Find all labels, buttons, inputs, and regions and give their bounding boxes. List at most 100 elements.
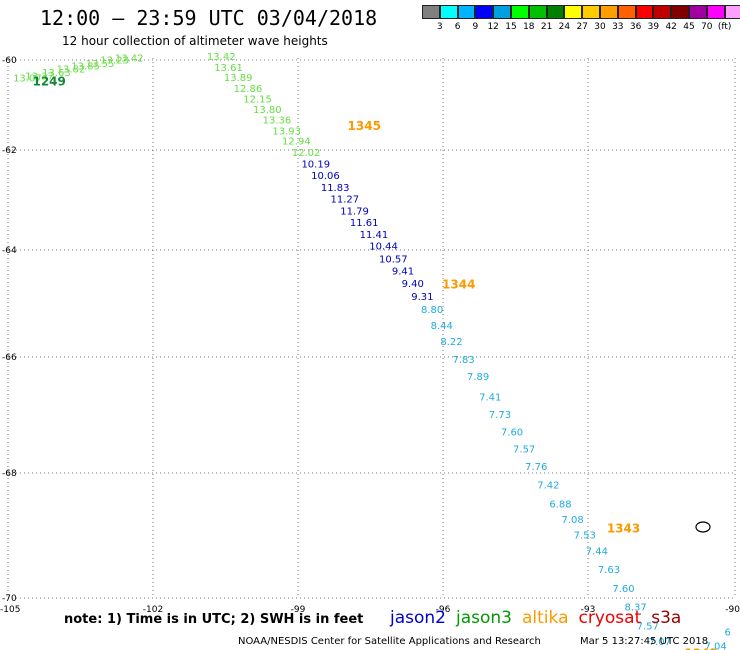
scale-swatch xyxy=(493,5,511,19)
scale-swatch xyxy=(475,5,494,19)
scale-label: 6 xyxy=(454,22,461,32)
scale-swatch xyxy=(546,5,565,19)
legend-jason3: jason3 xyxy=(456,608,512,628)
wave-height-value: 12.02 xyxy=(292,148,321,159)
scale-label: 45 xyxy=(683,22,695,32)
scale-label: 42 xyxy=(665,22,677,32)
wave-height-value: 11.83 xyxy=(321,183,350,194)
wave-height-value: 9.40 xyxy=(402,279,424,290)
scale-label: 9 xyxy=(472,22,479,32)
scale-swatch xyxy=(422,5,440,19)
wave-height-value: 7.63 xyxy=(598,565,620,576)
scale-label: 12 xyxy=(487,22,499,32)
legend-jason2: jason2 xyxy=(390,608,446,628)
lat-tick-label: -64 xyxy=(2,246,17,256)
wave-height-value: 8.80 xyxy=(421,305,443,316)
units-note: note: 1) Time is in UTC; 2) SWH is in fe… xyxy=(64,612,364,627)
pass-number-label: 1342 xyxy=(684,646,717,650)
scale-swatch xyxy=(564,5,583,19)
scale-swatch xyxy=(510,5,529,19)
map-title: 12:00 – 23:59 UTC 03/04/2018 xyxy=(40,6,378,30)
lon-tick-label: -90 xyxy=(725,605,740,615)
legend-cryosat: cryosat xyxy=(578,608,642,628)
wave-height-value: 7.57 xyxy=(637,621,659,632)
lon-tick-label: -102 xyxy=(143,605,163,615)
lon-tick-label: -99 xyxy=(291,605,306,615)
wave-height-value: 7.60 xyxy=(612,584,634,595)
scale-swatch xyxy=(688,5,707,19)
scale-label: 27 xyxy=(576,22,588,32)
wave-height-value: 13.82 xyxy=(57,65,86,76)
wave-height-value: 7.57 xyxy=(513,445,535,456)
wave-height-value: 10.19 xyxy=(301,160,330,171)
wave-height-value: 12.15 xyxy=(243,94,272,105)
wave-height-value: 7.04 xyxy=(704,641,726,650)
map-subtitle: 12 hour collection of altimeter wave hei… xyxy=(62,34,328,48)
credit-text: NOAA/NESDIS Center for Satellite Applica… xyxy=(238,636,541,647)
scale-label: 33 xyxy=(612,22,624,32)
wave-height-value: 13.80 xyxy=(253,105,282,116)
lat-tick-label: -66 xyxy=(2,353,17,363)
scale-label: 21 xyxy=(540,22,553,32)
wave-height-value: 6.88 xyxy=(549,499,571,510)
wave-height-value: 12.86 xyxy=(234,84,263,95)
wave-height-value: 7.08 xyxy=(562,515,584,526)
pass-number-label: 1344 xyxy=(442,278,475,292)
scale-swatch xyxy=(582,5,600,19)
generated-timestamp: Mar 5 13:27:45 UTC 2018 xyxy=(580,636,709,647)
wave-height-value: 7.89 xyxy=(467,372,489,383)
wave-height-value: 8.37 xyxy=(625,603,647,614)
lat-tick-label: -60 xyxy=(2,56,17,66)
wave-height-value: 7.73 xyxy=(489,410,511,421)
wave-height-value: 13.85 xyxy=(71,61,100,72)
wave-height-value: 7.76 xyxy=(525,462,547,473)
wave-height-value: 8.22 xyxy=(440,337,462,348)
wave-height-value: 12.94 xyxy=(282,137,311,148)
wave-height-value: 13.42 xyxy=(207,52,236,63)
legend-altika: altika xyxy=(522,608,569,628)
scale-label: (ft) xyxy=(717,22,732,32)
wave-height-value: 11.61 xyxy=(350,218,379,229)
scale-swatch xyxy=(724,5,740,19)
scale-label: 15 xyxy=(505,22,517,32)
lat-tick-label: -70 xyxy=(2,594,17,604)
wave-height-value: 13.55 xyxy=(86,59,115,70)
scale-swatch xyxy=(671,5,689,19)
lat-tick-label: -62 xyxy=(2,146,17,156)
wave-height-value: 11.79 xyxy=(340,207,369,218)
wave-height-value: 10.57 xyxy=(379,254,408,265)
wave-height-value: 11.41 xyxy=(360,230,389,241)
wave-height-value: 10.44 xyxy=(369,242,398,253)
lon-tick-label: -105 xyxy=(0,605,20,615)
wave-height-value: 7.60 xyxy=(501,427,523,438)
wave-height-value: 9.31 xyxy=(411,292,433,303)
scale-label: 70 xyxy=(701,22,713,32)
pass-number-label: 1345 xyxy=(348,119,381,133)
legend-s3a: s3a xyxy=(651,608,682,628)
wave-height-value: 13.37 xyxy=(25,71,54,82)
wave-height-value: 7.83 xyxy=(452,355,474,366)
scale-label: 18 xyxy=(523,22,535,32)
wave-height-value: 10.06 xyxy=(311,171,340,182)
wave-height-color-scale xyxy=(422,5,740,19)
scale-swatch xyxy=(439,5,458,19)
wave-height-value: 7.42 xyxy=(537,481,559,492)
wave-height-value: 13.63 xyxy=(42,68,71,79)
lon-tick-label: -93 xyxy=(581,605,596,615)
scale-swatch xyxy=(528,5,547,19)
scale-label: 30 xyxy=(594,22,606,32)
pass-number-label: 1343 xyxy=(607,521,640,535)
wave-height-value: 13.36 xyxy=(263,115,292,126)
wave-height-value: 13.89 xyxy=(224,73,253,84)
wave-height-value: 7.44 xyxy=(586,546,608,557)
scale-label: 39 xyxy=(647,22,660,32)
wave-height-value: 7.07 xyxy=(649,637,671,648)
wave-height-value: 6 xyxy=(725,628,731,639)
lon-tick-label: -96 xyxy=(436,605,451,615)
scale-swatch xyxy=(599,5,618,19)
wave-height-value: 9.41 xyxy=(392,267,414,278)
wave-height-value: 7.53 xyxy=(574,531,596,542)
wave-height-value: 13.93 xyxy=(272,126,301,137)
scale-swatch xyxy=(617,5,636,19)
